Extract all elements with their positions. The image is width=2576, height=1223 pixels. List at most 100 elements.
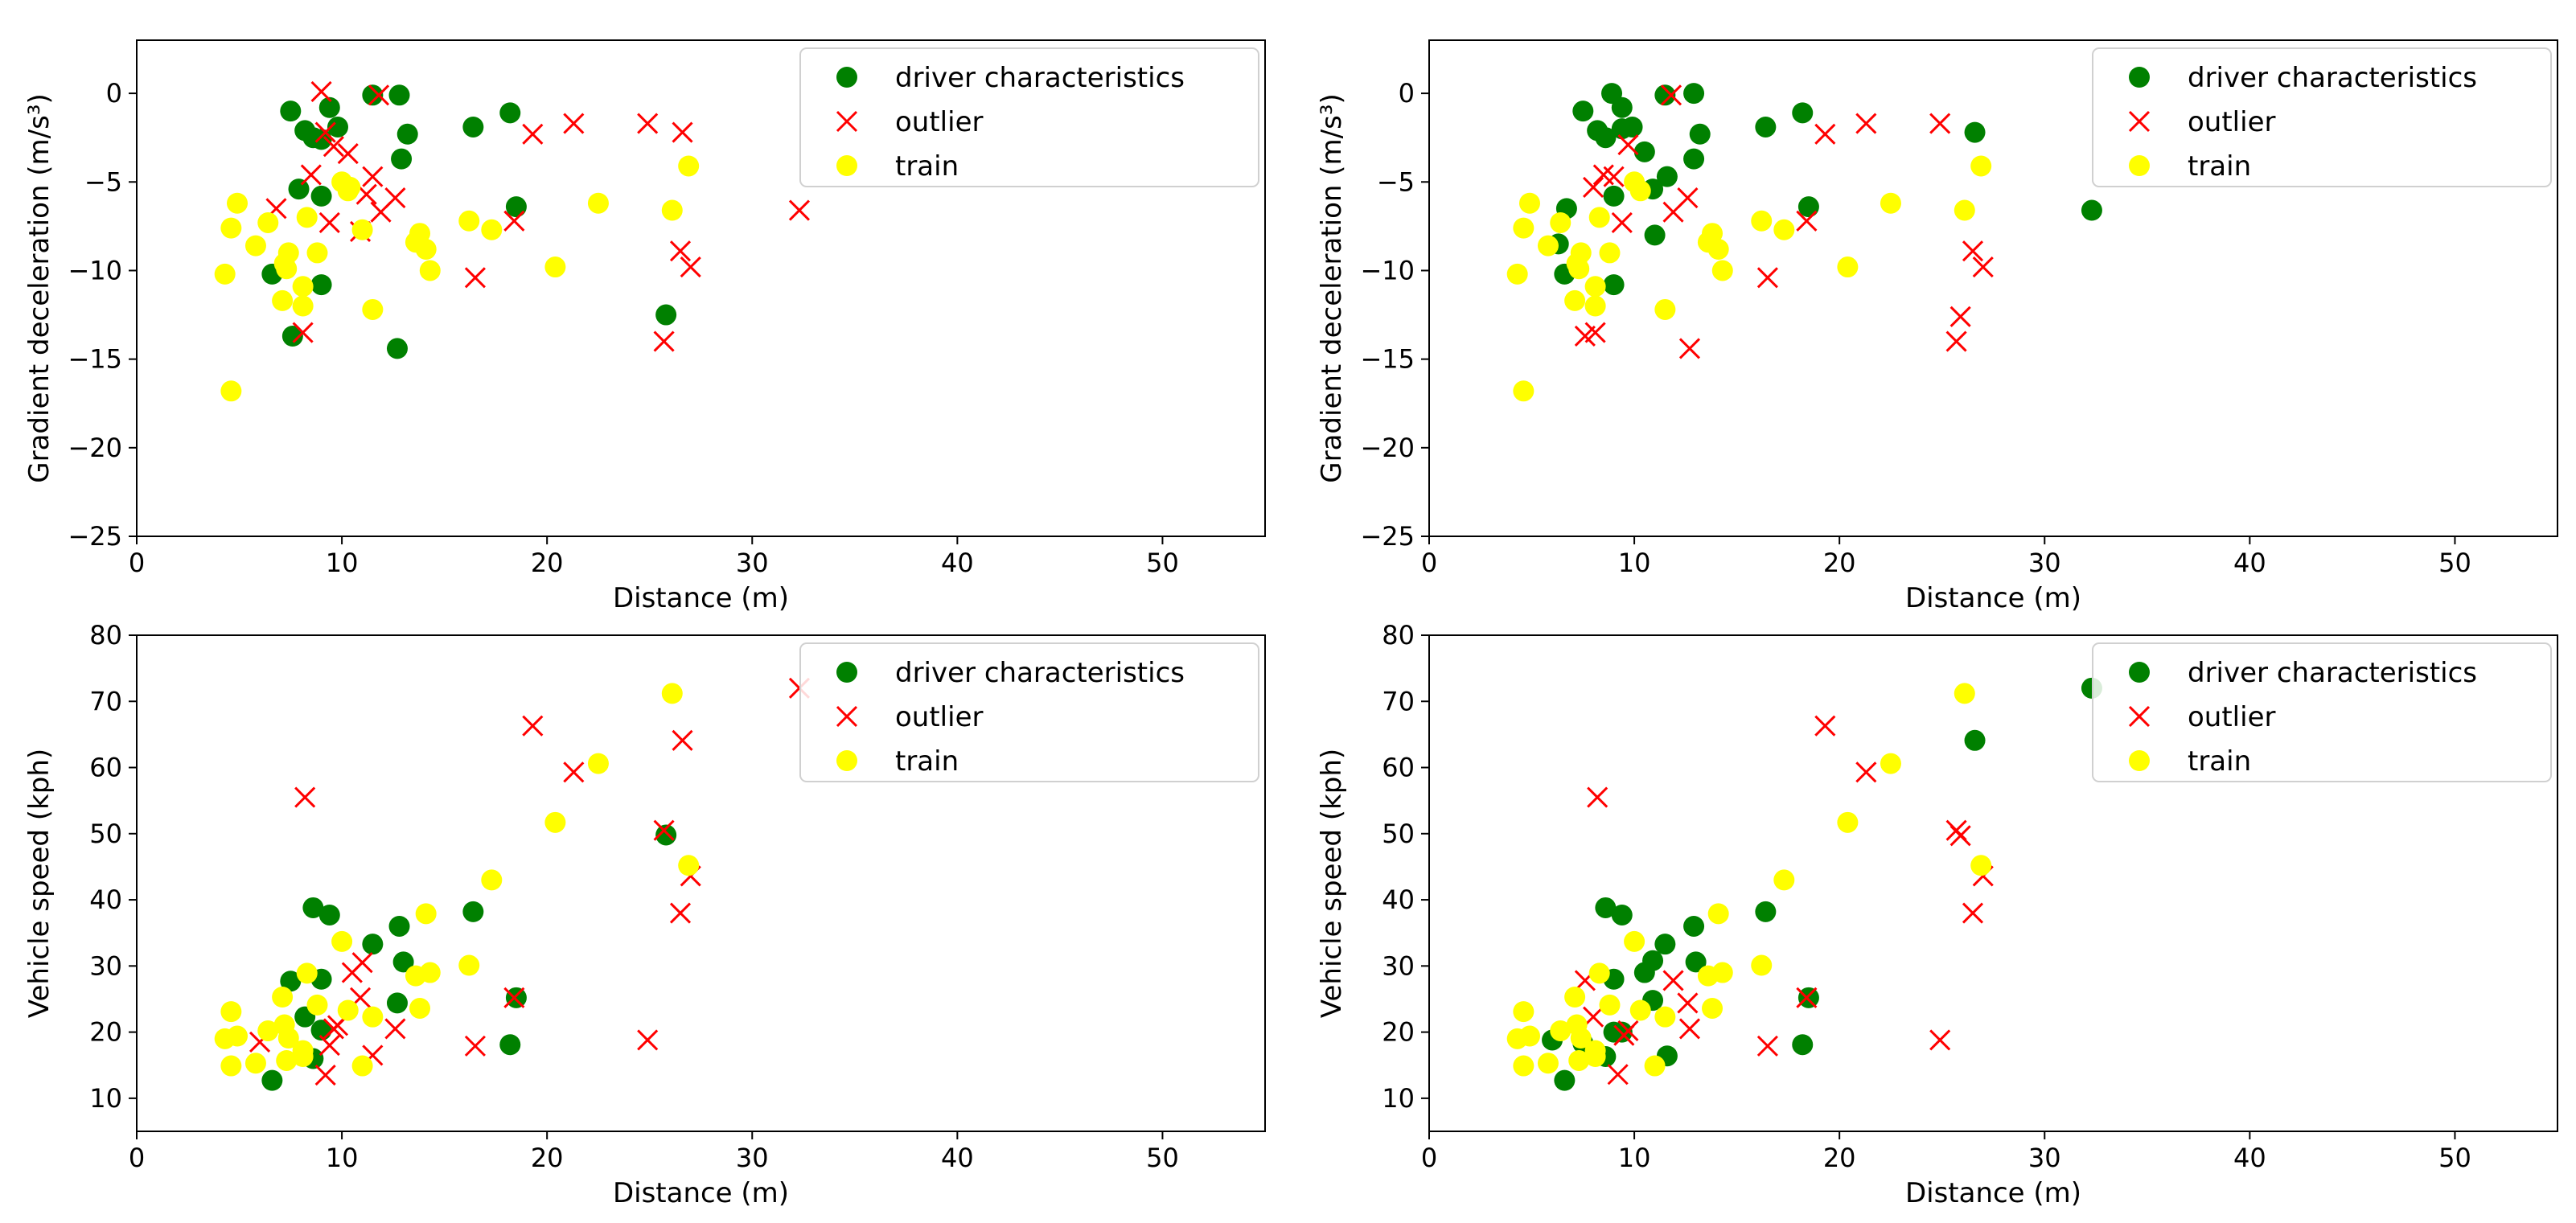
- series-outlier: [249, 677, 811, 1086]
- train-point: [1568, 258, 1590, 280]
- driver-point: [1792, 1034, 1814, 1056]
- outlier-point: [1945, 330, 1967, 352]
- y-tick-label: −25: [68, 521, 122, 552]
- driver-point: [1755, 116, 1777, 137]
- legend-label: train: [895, 745, 959, 778]
- y-tick-label: 80: [1382, 620, 1415, 650]
- driver-point: [302, 897, 324, 918]
- driver-point: [1621, 116, 1643, 137]
- train-point: [1629, 999, 1651, 1021]
- driver-point: [280, 101, 302, 122]
- driver-point: [505, 987, 527, 1008]
- y-tick-label: 80: [89, 620, 122, 650]
- x-tick-label: 0: [129, 1143, 145, 1173]
- legend-marker-outlier: [2128, 705, 2151, 728]
- outlier-point: [1678, 1018, 1701, 1040]
- train-point: [220, 380, 242, 402]
- train-point: [1773, 219, 1795, 240]
- train-point: [1711, 260, 1733, 281]
- y-tick-label: 50: [1382, 819, 1415, 849]
- train-point: [661, 199, 683, 221]
- legend: driver characteristics outlier train: [2092, 642, 2552, 782]
- train-point: [306, 242, 328, 264]
- driver-point: [386, 338, 408, 359]
- train-point: [1970, 155, 1992, 177]
- outlier-point: [337, 142, 359, 165]
- outlier-point: [522, 123, 544, 145]
- series-outlier: [1574, 715, 1994, 1086]
- driver-point: [1644, 224, 1666, 246]
- train-point: [1518, 192, 1540, 214]
- outlier-point: [314, 121, 336, 143]
- outlier-point: [653, 330, 675, 352]
- train-point: [1773, 869, 1795, 891]
- y-tick-label: 40: [1382, 884, 1415, 915]
- y-tick-label: 40: [89, 884, 122, 915]
- driver-point: [1683, 83, 1705, 105]
- driver-point: [499, 1034, 521, 1056]
- train-point: [415, 239, 437, 261]
- x-axis-label: Distance (m): [613, 582, 789, 614]
- legend-box: [2092, 47, 2552, 187]
- train-point: [277, 1028, 299, 1049]
- train-point: [1954, 199, 1975, 221]
- legend-label: driver characteristics: [2188, 62, 2477, 94]
- outlier-point: [1962, 902, 1984, 924]
- outlier-point: [310, 80, 332, 102]
- y-tick-label: −10: [1360, 255, 1415, 285]
- x-tick-label: 0: [1421, 548, 1437, 578]
- driver-point: [318, 904, 340, 925]
- train-point: [1568, 1049, 1590, 1071]
- train-point: [226, 192, 248, 214]
- outlier-point: [669, 902, 692, 924]
- train-point: [544, 257, 566, 278]
- driver-point: [388, 84, 410, 106]
- y-tick-label: −15: [1360, 344, 1415, 375]
- outlier-point: [669, 240, 692, 262]
- train-point: [296, 962, 318, 984]
- driver-point: [288, 179, 310, 200]
- driver-point: [1572, 101, 1594, 122]
- legend-label: outlier: [895, 106, 983, 138]
- driver-point: [462, 901, 484, 922]
- train-point: [1550, 1020, 1571, 1041]
- driver-point: [1603, 185, 1625, 207]
- outlier-point: [1972, 256, 1994, 278]
- y-tick-label: 10: [89, 1083, 122, 1114]
- train-point: [220, 217, 242, 239]
- outlier-point: [1617, 1020, 1639, 1042]
- y-tick-label: 30: [1382, 950, 1415, 981]
- outlier-point: [1756, 1035, 1778, 1057]
- outlier-point: [1949, 306, 1971, 327]
- train-point: [1624, 930, 1645, 952]
- x-tick-label: 40: [941, 548, 974, 578]
- x-tick-label: 10: [1618, 1143, 1651, 1173]
- outlier-point: [368, 84, 390, 106]
- series-driver-characteristics: [1547, 83, 2102, 296]
- y-tick-label: 20: [89, 1017, 122, 1048]
- y-tick-label: −5: [84, 166, 122, 197]
- legend-label: driver characteristics: [895, 62, 1185, 94]
- x-tick-label: 30: [736, 548, 769, 578]
- train-point: [1584, 295, 1606, 317]
- legend-label: train: [895, 150, 959, 183]
- outlier-point: [1929, 1029, 1951, 1051]
- y-tick-label: −10: [68, 255, 122, 285]
- train-point: [481, 219, 503, 240]
- train-point: [1707, 903, 1729, 925]
- driver-point: [391, 148, 413, 170]
- x-tick-label: 30: [2028, 548, 2061, 578]
- outlier-point: [1814, 123, 1836, 145]
- legend-marker-train: [2129, 750, 2150, 771]
- legend-marker-outlier: [836, 705, 858, 728]
- x-tick-label: 50: [2438, 1143, 2471, 1173]
- outlier-point: [351, 952, 373, 974]
- outlier-point: [1814, 715, 1836, 737]
- train-point: [544, 811, 566, 833]
- outlier-point: [672, 729, 693, 751]
- series-outlier: [265, 80, 811, 352]
- driver-point: [1642, 950, 1664, 971]
- outlier-point: [318, 211, 340, 234]
- train-point: [1707, 239, 1729, 261]
- legend-marker-outlier: [836, 110, 858, 133]
